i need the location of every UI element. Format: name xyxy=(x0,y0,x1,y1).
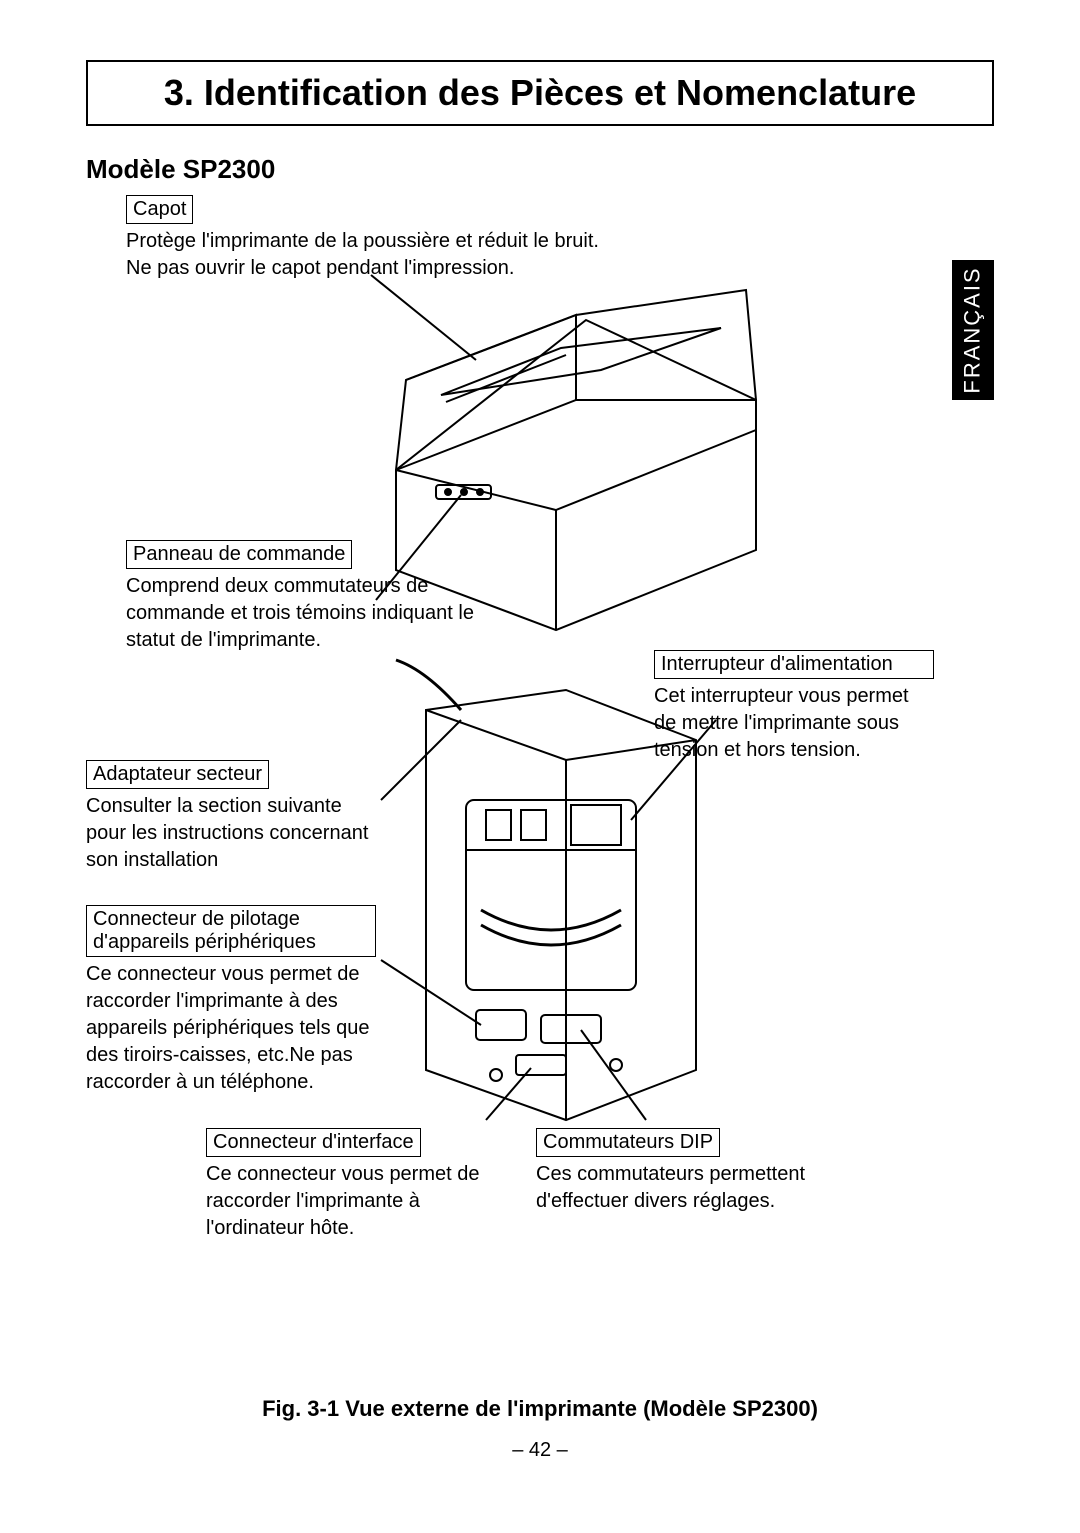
callout-label-connecteur-pilotage: Connecteur de pilotage d'appareils périp… xyxy=(86,905,376,957)
callout-label-panneau: Panneau de commande xyxy=(126,540,352,569)
callout-label-adaptateur: Adaptateur secteur xyxy=(86,760,269,789)
figure-caption: Fig. 3-1 Vue externe de l'imprimante (Mo… xyxy=(86,1396,994,1422)
language-tab: FRANÇAIS xyxy=(952,260,994,400)
page-content: 3. Identification des Pièces et Nomencla… xyxy=(86,60,994,1480)
section-title: 3. Identification des Pièces et Nomencla… xyxy=(88,72,992,114)
callout-interrupteur: Interrupteur d'alimentation Cet interrup… xyxy=(654,650,934,764)
callout-desc-connecteur-interface: Ce connecteur vous permet de raccorder l… xyxy=(206,1161,516,1242)
callout-capot: Capot Protège l'imprimante de la poussiè… xyxy=(126,195,746,282)
callout-connecteur-pilotage: Connecteur de pilotage d'appareils périp… xyxy=(86,905,376,1096)
callout-desc-panneau: Comprend deux commutateurs de commande e… xyxy=(126,573,486,654)
callout-label-connecteur-interface: Connecteur d'interface xyxy=(206,1128,421,1157)
callout-desc-capot: Protège l'imprimante de la poussière et … xyxy=(126,228,746,282)
callout-label-commutateurs: Commutateurs DIP xyxy=(536,1128,720,1157)
callout-desc-interrupteur: Cet interrupteur vous permet de mettre l… xyxy=(654,683,934,764)
language-tab-label: FRANÇAIS xyxy=(960,266,986,393)
callout-commutateurs: Commutateurs DIP Ces commutateurs permet… xyxy=(536,1128,826,1215)
callout-adaptateur: Adaptateur secteur Consulter la section … xyxy=(86,760,386,874)
callout-desc-connecteur-pilotage: Ce connecteur vous permet de raccorder l… xyxy=(86,961,376,1096)
callout-desc-commutateurs: Ces commutateurs permettent d'effectuer … xyxy=(536,1161,826,1215)
page-number: – 42 – xyxy=(86,1439,994,1462)
model-subtitle: Modèle SP2300 xyxy=(86,154,994,185)
callout-label-capot: Capot xyxy=(126,195,193,224)
callout-label-interrupteur: Interrupteur d'alimentation xyxy=(654,650,934,679)
callout-panneau: Panneau de commande Comprend deux commut… xyxy=(126,540,486,654)
callout-desc-adaptateur: Consulter la section suivante pour les i… xyxy=(86,793,386,874)
section-title-box: 3. Identification des Pièces et Nomencla… xyxy=(86,60,994,126)
callout-connecteur-interface: Connecteur d'interface Ce connecteur vou… xyxy=(206,1128,516,1242)
